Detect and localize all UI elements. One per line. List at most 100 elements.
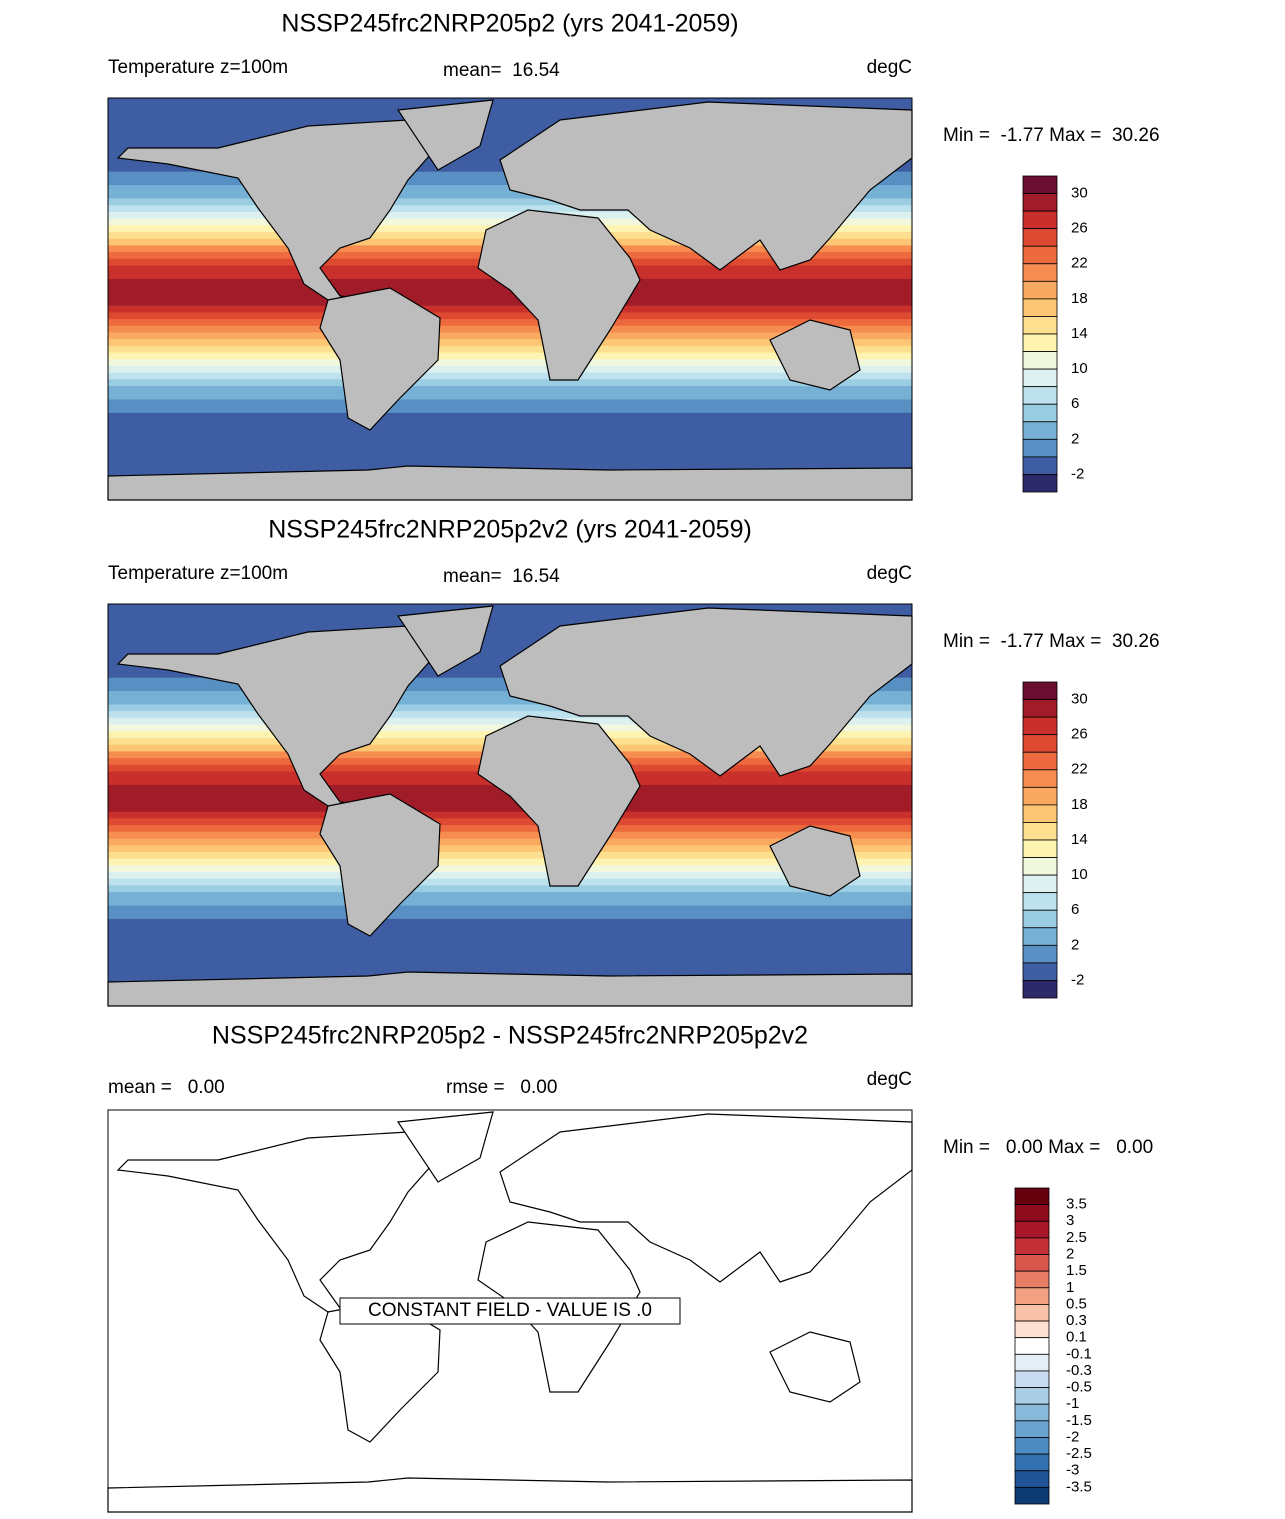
ocean-band bbox=[108, 717, 912, 726]
colorbar-box bbox=[1014, 1337, 1050, 1355]
ocean-band bbox=[108, 885, 912, 893]
ocean-band bbox=[108, 644, 912, 652]
colorbar-label: 26 bbox=[1071, 220, 1088, 237]
colorbar-box bbox=[1014, 1187, 1050, 1206]
colorbar-label: -1 bbox=[1066, 1395, 1079, 1412]
ocean-band bbox=[108, 319, 912, 327]
colorbar-box bbox=[1022, 228, 1058, 247]
ocean-band bbox=[108, 845, 912, 853]
colorbar-box bbox=[1014, 1254, 1050, 1272]
colorbar-box bbox=[1014, 1437, 1050, 1455]
colorbar-box bbox=[1014, 1486, 1050, 1505]
colorbar-label: 1.5 bbox=[1066, 1262, 1087, 1279]
annotation-box bbox=[339, 1297, 681, 1325]
ocean-band bbox=[108, 453, 912, 461]
colorbar-box bbox=[1022, 351, 1058, 370]
ocean-band bbox=[108, 878, 912, 886]
colorbar-box bbox=[1022, 263, 1058, 282]
ocean-band bbox=[108, 945, 912, 953]
ocean-band bbox=[108, 433, 912, 441]
ocean-band bbox=[108, 925, 912, 933]
ocean-band bbox=[108, 144, 912, 153]
colorbar-box bbox=[1022, 333, 1058, 352]
colorbar-box bbox=[1022, 980, 1058, 999]
ocean-band bbox=[108, 198, 912, 206]
ocean-band bbox=[108, 111, 912, 119]
map-frame bbox=[107, 603, 913, 1007]
colorbar-box bbox=[1022, 786, 1058, 806]
colorbar-box bbox=[1022, 681, 1058, 700]
ocean-band bbox=[108, 811, 912, 819]
colorbar-box bbox=[1022, 857, 1058, 876]
ocean-band bbox=[108, 959, 912, 967]
colorbar-label: 18 bbox=[1071, 290, 1088, 307]
ocean-band bbox=[108, 211, 912, 220]
ocean-band bbox=[108, 825, 912, 833]
ocean-band bbox=[108, 851, 912, 860]
colorbar-label: 18 bbox=[1071, 796, 1088, 813]
colorbar-box bbox=[1014, 1287, 1050, 1305]
colorbar-box bbox=[1022, 927, 1058, 946]
ocean-band bbox=[108, 939, 912, 947]
ocean-band bbox=[108, 366, 912, 374]
ocean-band bbox=[108, 138, 912, 146]
ocean-band bbox=[108, 637, 912, 645]
ocean-band bbox=[108, 325, 912, 333]
ocean-band bbox=[108, 292, 912, 300]
header-left: mean = 0.00 bbox=[108, 1077, 225, 1098]
colorbar-label: -0.1 bbox=[1066, 1345, 1092, 1362]
colorbar-label: 3 bbox=[1066, 1212, 1074, 1229]
colorbar-label: -2 bbox=[1071, 971, 1084, 988]
colorbar-box bbox=[1022, 734, 1058, 753]
colorbar-box bbox=[1022, 421, 1058, 440]
colorbar-label: 1 bbox=[1066, 1279, 1074, 1296]
header-center: rmse = 0.00 bbox=[446, 1077, 557, 1098]
range-text: Min = -1.77 Max = 30.26 bbox=[943, 125, 1160, 146]
colorbar-label: 0.1 bbox=[1066, 1329, 1087, 1346]
colorbar-label: -2.5 bbox=[1066, 1445, 1092, 1462]
ocean-band bbox=[108, 818, 912, 826]
colorbar-box bbox=[1014, 1237, 1050, 1255]
ocean-band bbox=[108, 872, 912, 880]
colorbar-box bbox=[1014, 1320, 1050, 1339]
ocean-band bbox=[108, 305, 912, 313]
ocean-band bbox=[108, 650, 912, 659]
colorbar-box bbox=[1022, 456, 1058, 475]
map bbox=[107, 603, 913, 1007]
ocean-band bbox=[108, 459, 912, 467]
ocean-band bbox=[108, 704, 912, 712]
colorbar-box bbox=[1014, 1470, 1050, 1488]
ocean-band bbox=[108, 312, 912, 320]
colorbar-box bbox=[1014, 1387, 1050, 1405]
colorbar-box bbox=[1022, 386, 1058, 405]
colorbar-label: 26 bbox=[1071, 726, 1088, 743]
header-right: degC bbox=[867, 57, 912, 78]
ocean-band bbox=[108, 798, 912, 806]
colorbar-box bbox=[1014, 1420, 1050, 1438]
colorbar-label: 30 bbox=[1071, 185, 1088, 202]
colorbar-box bbox=[1022, 751, 1058, 771]
colorbar-label: 14 bbox=[1071, 325, 1088, 342]
panel-title: NSSP245frc2NRP205p2 - NSSP245frc2NRP205p… bbox=[212, 1022, 808, 1050]
colorbar-label: -3.5 bbox=[1066, 1478, 1092, 1495]
ocean-band bbox=[108, 359, 912, 367]
ocean-band bbox=[108, 892, 912, 900]
map bbox=[107, 97, 913, 501]
ocean-band bbox=[108, 617, 912, 625]
ocean-band bbox=[108, 446, 912, 454]
colorbar-box bbox=[1014, 1304, 1050, 1322]
range-text: Min = -1.77 Max = 30.26 bbox=[943, 631, 1160, 652]
colorbar-label: 6 bbox=[1071, 395, 1079, 412]
ocean-band bbox=[108, 406, 912, 414]
ocean-band bbox=[108, 339, 912, 347]
colorbar-label: 3.5 bbox=[1066, 1196, 1087, 1213]
colorbar-box bbox=[1022, 298, 1058, 317]
ocean-band bbox=[108, 191, 912, 199]
colorbar-box bbox=[1022, 909, 1058, 929]
colorbar-box bbox=[1014, 1453, 1050, 1472]
ocean-band bbox=[108, 838, 912, 846]
colorbar-box bbox=[1022, 699, 1058, 718]
ocean-band bbox=[108, 299, 912, 307]
colorbar-label: 22 bbox=[1071, 761, 1088, 778]
ocean-band bbox=[108, 912, 912, 920]
